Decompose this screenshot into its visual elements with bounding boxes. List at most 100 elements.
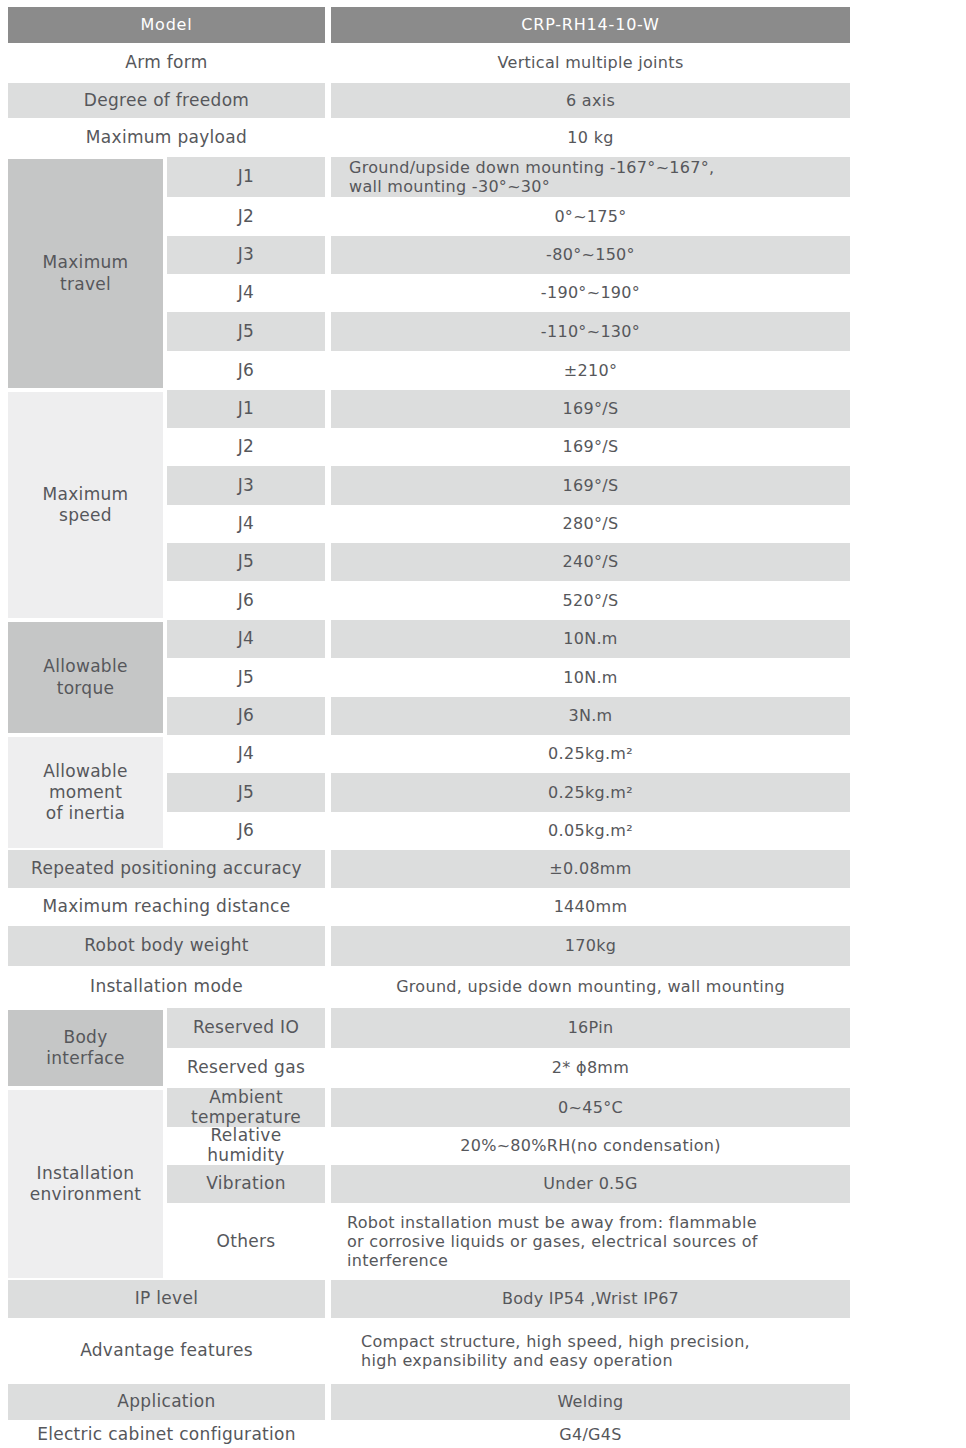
application-row: Application Welding: [8, 1384, 850, 1420]
torque-j5-row: J5 10N.m: [167, 658, 850, 697]
ambient-temperature-value: 0~45°C: [331, 1088, 850, 1127]
travel-j6-row: J6 ±210°: [167, 351, 850, 390]
electric-cabinet-configuration-label: Electric cabinet configuration: [8, 1420, 325, 1448]
travel-j5-label: J5: [167, 312, 325, 351]
speed-j5-row: J5 240°/S: [167, 543, 850, 581]
inertia-j4-value: 0.25kg.m²: [331, 735, 850, 773]
degree-of-freedom-label: Degree of freedom: [8, 83, 325, 118]
application-value: Welding: [331, 1384, 850, 1420]
installation-mode-row: Installation mode Ground, upside down mo…: [8, 966, 850, 1008]
torque-j5-label: J5: [167, 658, 325, 697]
reserved-io-label: Reserved IO: [167, 1008, 325, 1048]
speed-j2-label: J2: [167, 428, 325, 466]
travel-j6-value: ±210°: [331, 351, 850, 390]
model-value: CRP-RH14-10-W: [331, 7, 850, 43]
repeated-positioning-accuracy-label: Repeated positioning accuracy: [8, 850, 325, 888]
speed-j2-value: 169°/S: [331, 428, 850, 466]
speed-j6-label: J6: [167, 581, 325, 620]
arm-form-value: Vertical multiple joints: [331, 43, 850, 83]
travel-j1-row: J1 Ground/upside down mounting -167°~167…: [167, 157, 850, 197]
inertia-j5-value: 0.25kg.m²: [331, 773, 850, 812]
travel-j6-label: J6: [167, 351, 325, 390]
travel-j4-value: -190°~190°: [331, 274, 850, 312]
speed-j4-label: J4: [167, 505, 325, 543]
torque-j6-value: 3N.m: [331, 697, 850, 735]
maximum-travel-section: Maximum travel J1 Ground/upside down mou…: [8, 157, 850, 390]
ip-level-label: IP level: [8, 1280, 325, 1318]
relative-humidity-label: Relative humidity: [167, 1127, 325, 1165]
travel-j5-row: J5 -110°~130°: [167, 312, 850, 351]
vibration-label: Vibration: [167, 1165, 325, 1203]
inertia-j6-row: J6 0.05kg.m²: [167, 812, 850, 850]
speed-j1-label: J1: [167, 390, 325, 428]
repeated-positioning-accuracy-row: Repeated positioning accuracy ±0.08mm: [8, 850, 850, 888]
travel-j5-value: -110°~130°: [331, 312, 850, 351]
robot-body-weight-label: Robot body weight: [8, 926, 325, 966]
reserved-gas-row: Reserved gas 2* ϕ8mm: [167, 1048, 850, 1088]
speed-j3-label: J3: [167, 466, 325, 505]
maximum-payload-label: Maximum payload: [8, 118, 325, 157]
maximum-speed-label: Maximum speed: [8, 392, 163, 618]
robot-body-weight-value: 170kg: [331, 926, 850, 966]
speed-j6-row: J6 520°/S: [167, 581, 850, 620]
inertia-j4-row: J4 0.25kg.m²: [167, 735, 850, 773]
ip-level-value: Body IP54 ,Wrist IP67: [331, 1280, 850, 1318]
arm-form-label: Arm form: [8, 43, 325, 83]
torque-j6-row: J6 3N.m: [167, 697, 850, 735]
electric-cabinet-configuration-value: G4/G4S: [331, 1420, 850, 1448]
body-interface-label: Body interface: [8, 1010, 163, 1086]
speed-j6-value: 520°/S: [331, 581, 850, 620]
reserved-io-value: 16Pin: [331, 1008, 850, 1048]
maximum-reaching-distance-row: Maximum reaching distance 1440mm: [8, 888, 850, 926]
allowable-torque-rows: J4 10N.m J5 10N.m J6 3N.m: [167, 620, 850, 735]
installation-mode-value: Ground, upside down mounting, wall mount…: [331, 966, 850, 1008]
installation-environment-label: Installation environment: [8, 1090, 163, 1278]
inertia-j6-value: 0.05kg.m²: [331, 812, 850, 850]
travel-j4-label: J4: [167, 274, 325, 312]
allowable-moment-of-inertia-label: Allowable moment of inertia: [8, 737, 163, 848]
reserved-gas-value: 2* ϕ8mm: [331, 1048, 850, 1088]
speed-j3-value: 169°/S: [331, 466, 850, 505]
allowable-moment-of-inertia-rows: J4 0.25kg.m² J5 0.25kg.m² J6 0.05kg.m²: [167, 735, 850, 850]
speed-j1-value: 169°/S: [331, 390, 850, 428]
robot-body-weight-row: Robot body weight 170kg: [8, 926, 850, 966]
body-interface-rows: Reserved IO 16Pin Reserved gas 2* ϕ8mm: [167, 1008, 850, 1088]
vibration-value: Under 0.5G: [331, 1165, 850, 1203]
ambient-temperature-label: Ambient temperature: [167, 1088, 325, 1127]
others-label: Others: [167, 1203, 325, 1280]
allowable-torque-label: Allowable torque: [8, 622, 163, 733]
advantage-features-row: Advantage features Compact structure, hi…: [8, 1318, 850, 1384]
application-label: Application: [8, 1384, 325, 1420]
travel-j1-label: J1: [167, 157, 325, 197]
torque-j6-label: J6: [167, 697, 325, 735]
speed-j4-row: J4 280°/S: [167, 505, 850, 543]
maximum-travel-rows: J1 Ground/upside down mounting -167°~167…: [167, 157, 850, 390]
torque-j4-value: 10N.m: [331, 620, 850, 658]
ambient-temperature-row: Ambient temperature 0~45°C: [167, 1088, 850, 1127]
body-interface-section: Body interface Reserved IO 16Pin Reserve…: [8, 1008, 850, 1088]
relative-humidity-row: Relative humidity 20%~80%RH(no condensat…: [167, 1127, 850, 1165]
installation-environment-rows: Ambient temperature 0~45°C Relative humi…: [167, 1088, 850, 1280]
spec-table: Model CRP-RH14-10-W Arm form Vertical mu…: [8, 7, 850, 1448]
maximum-speed-rows: J1 169°/S J2 169°/S J3 169°/S J4 280°/S …: [167, 390, 850, 620]
speed-j3-row: J3 169°/S: [167, 466, 850, 505]
travel-j2-value: 0°~175°: [331, 197, 850, 236]
vibration-row: Vibration Under 0.5G: [167, 1165, 850, 1203]
reserved-io-row: Reserved IO 16Pin: [167, 1008, 850, 1048]
model-row: Model CRP-RH14-10-W: [8, 7, 850, 43]
maximum-reaching-distance-value: 1440mm: [331, 888, 850, 926]
arm-form-row: Arm form Vertical multiple joints: [8, 43, 850, 83]
speed-j1-row: J1 169°/S: [167, 390, 850, 428]
torque-j4-row: J4 10N.m: [167, 620, 850, 658]
maximum-payload-value: 10 kg: [331, 118, 850, 157]
torque-j4-label: J4: [167, 620, 325, 658]
maximum-payload-row: Maximum payload 10 kg: [8, 118, 850, 157]
inertia-j5-row: J5 0.25kg.m²: [167, 773, 850, 812]
maximum-reaching-distance-label: Maximum reaching distance: [8, 888, 325, 926]
inertia-j5-label: J5: [167, 773, 325, 812]
others-value: Robot installation must be away from: fl…: [331, 1203, 850, 1280]
electric-cabinet-configuration-row: Electric cabinet configuration G4/G4S: [8, 1420, 850, 1448]
degree-of-freedom-row: Degree of freedom 6 axis: [8, 83, 850, 118]
torque-j5-value: 10N.m: [331, 658, 850, 697]
speed-j4-value: 280°/S: [331, 505, 850, 543]
